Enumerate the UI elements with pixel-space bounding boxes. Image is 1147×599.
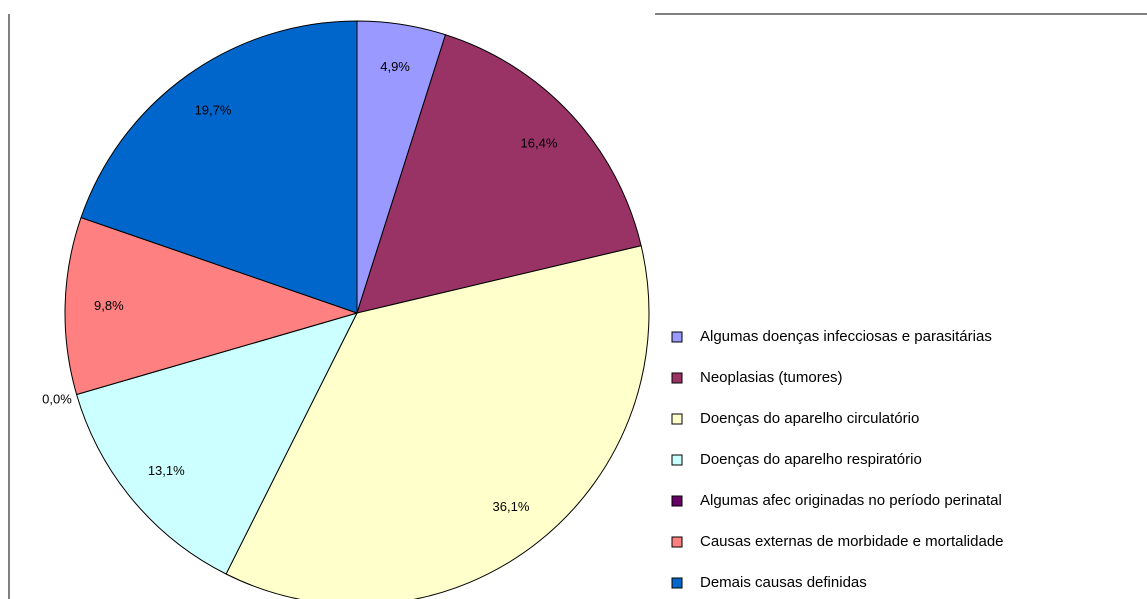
legend-label: Neoplasias (tumores)	[700, 369, 843, 386]
data-label: 19,7%	[195, 102, 232, 117]
legend-swatch	[671, 331, 683, 343]
legend-label: Doenças do aparelho respiratório	[700, 451, 922, 468]
legend-label: Doenças do aparelho circulatório	[700, 410, 919, 427]
pie-slice	[80, 20, 358, 314]
legend-swatch	[671, 495, 683, 507]
pie-slice	[356, 34, 642, 314]
legend-swatch	[671, 372, 683, 384]
data-label: 4,9%	[380, 59, 410, 74]
legend-label: Algumas afec originadas no período perin…	[700, 492, 1002, 509]
pie-slice	[75, 312, 358, 575]
data-label: 9,8%	[94, 298, 124, 313]
data-label: 0,0%	[42, 392, 72, 407]
legend-label: Demais causas definidas	[700, 574, 867, 591]
legend-swatch	[671, 413, 683, 425]
pie-slice	[64, 216, 359, 396]
legend-swatch	[671, 577, 683, 589]
legend-swatch	[671, 454, 683, 466]
pie-slice	[225, 245, 650, 599]
data-label: 13,1%	[148, 463, 185, 478]
legend-label: Causas externas de morbidade e mortalida…	[700, 533, 1004, 550]
data-label: 16,4%	[521, 136, 558, 151]
data-label: 36,1%	[493, 499, 530, 514]
legend-label: Algumas doenças infecciosas e parasitári…	[700, 328, 992, 345]
legend-swatch	[671, 536, 683, 548]
